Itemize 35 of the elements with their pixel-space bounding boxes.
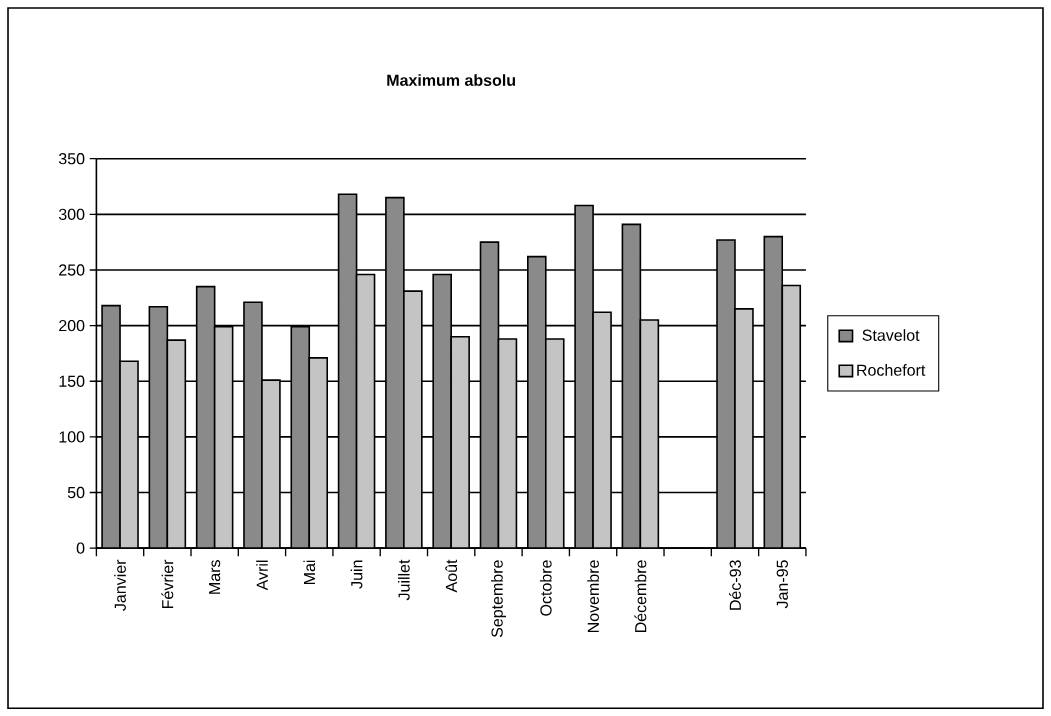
y-tick-label: 350: [58, 152, 85, 165]
x-tick-label: Septembre: [491, 560, 506, 637]
x-tick-label: Mai: [303, 560, 316, 584]
x-tick-label: Novembre: [587, 560, 599, 632]
x-tick-label: Jan-95: [776, 560, 788, 609]
x-tick-label: Juillet: [398, 559, 410, 601]
x-tick-label: Février: [161, 559, 174, 608]
y-tick-label: 100: [59, 431, 85, 443]
bar: [355, 273, 376, 549]
x-tick-label: Mars: [209, 560, 221, 594]
legend-label: Stavelot: [862, 329, 920, 341]
x-tick-label: Juin: [350, 560, 363, 589]
y-tick-label: 300: [58, 208, 85, 220]
y-tick-label: 200: [59, 319, 85, 332]
bar: [639, 319, 660, 549]
bar: [195, 285, 216, 549]
bar: [479, 241, 500, 549]
chart-title: Maximum absolu: [387, 74, 516, 86]
y-tick-label: 250: [59, 264, 85, 276]
y-tick-label: 0: [76, 542, 85, 554]
bar: [497, 338, 518, 549]
bar: [621, 223, 642, 549]
x-tick-label: Août: [445, 559, 458, 593]
bar: [148, 305, 169, 549]
bar: [337, 193, 358, 549]
x-tick-label: Octobre: [539, 560, 552, 616]
y-tick-label: 150: [59, 375, 85, 387]
bar: [166, 339, 187, 549]
y-tick-label: 50: [67, 486, 85, 499]
x-tick-label: Janvier: [114, 559, 126, 611]
x-tick-label: Décembre: [634, 560, 647, 632]
bar: [213, 325, 234, 549]
x-tick-label: Déc-93: [729, 560, 741, 610]
x-tick-label: Avril: [256, 560, 268, 591]
legend-label: Rochefort: [857, 364, 926, 376]
